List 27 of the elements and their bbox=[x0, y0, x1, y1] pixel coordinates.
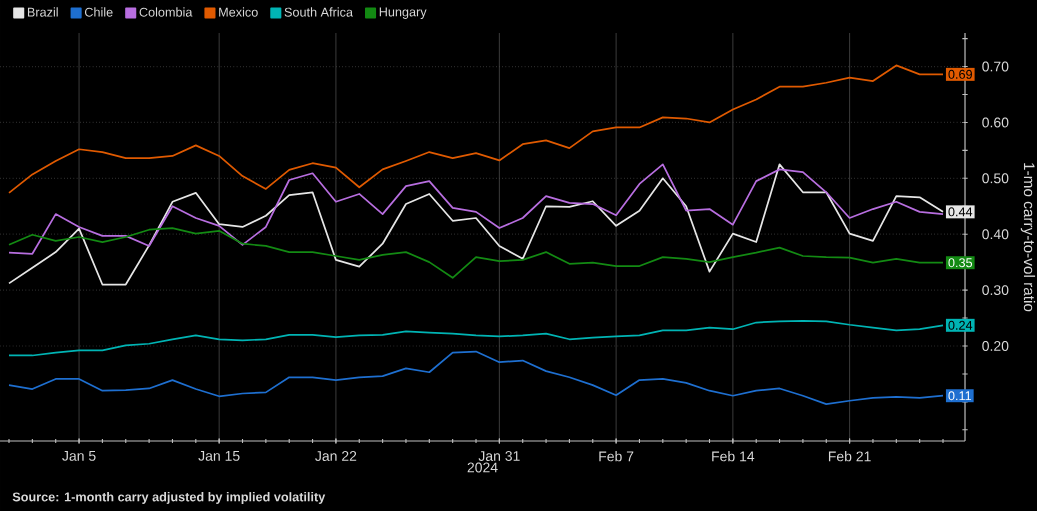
y-tick-label: 0.50 bbox=[982, 173, 1009, 184]
text: Source: 1-month carry adjusted by implied volatility bbox=[12, 492, 326, 504]
data-label: 0.69 bbox=[948, 69, 972, 79]
data-label: 0.11 bbox=[948, 391, 972, 401]
y-tick-label: 0.20 bbox=[982, 341, 1009, 351]
x-tick-label: Feb 14 bbox=[712, 451, 755, 462]
x-tick-label: Jan 22 bbox=[315, 451, 357, 461]
legend-label: Mexico bbox=[219, 7, 258, 17]
data-label: 0.24 bbox=[948, 320, 973, 330]
x-tick-label: Jan 5 bbox=[62, 451, 96, 461]
x-axis-title: 2024 bbox=[467, 462, 498, 473]
legend-label: Colombia bbox=[139, 7, 193, 17]
y-tick-label: 0.30 bbox=[982, 285, 1009, 296]
data-label: 0.35 bbox=[948, 258, 973, 268]
legend-label: Brazil bbox=[27, 7, 58, 17]
data-label: 0.44 bbox=[948, 207, 973, 217]
legend-label: South Africa bbox=[284, 7, 353, 17]
legend-label: Chile bbox=[84, 7, 113, 17]
x-tick-label: Jan 15 bbox=[198, 451, 240, 461]
y-tick-label: 0.40 bbox=[982, 229, 1009, 240]
x-tick-label: Feb 7 bbox=[599, 451, 634, 462]
y-tick-label: 0.60 bbox=[982, 117, 1009, 128]
legend-label: Hungary bbox=[379, 7, 427, 19]
y-axis-title: 1-mo carry-to-vol ratio bbox=[1020, 163, 1036, 312]
x-tick-label: Jan 31 bbox=[478, 451, 520, 461]
y-tick-label: 0.70 bbox=[982, 61, 1009, 72]
x-tick-label: Feb 21 bbox=[828, 451, 871, 462]
